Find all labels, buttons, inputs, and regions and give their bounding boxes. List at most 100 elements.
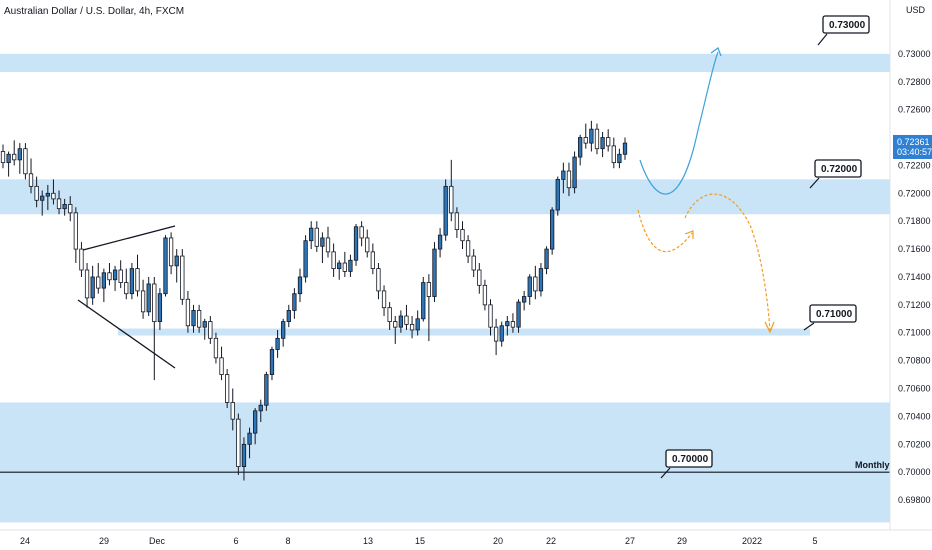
candle-down (140, 290, 146, 313)
candle-down (208, 321, 213, 339)
candle-up (505, 321, 510, 327)
price-tick-label: 0.71600 (898, 244, 931, 254)
candle-down (533, 276, 538, 292)
candle-up (622, 142, 628, 155)
monthly-label: Monthly (855, 460, 890, 470)
candle-down (68, 204, 73, 214)
projection-arrows (637, 47, 775, 334)
callout-label: 0.72000 (821, 164, 858, 175)
candle-down (180, 255, 185, 300)
price-tick-label: 0.70800 (898, 356, 931, 366)
current-price-label: 0.72361 (897, 137, 930, 147)
candle-down (23, 148, 28, 175)
candle-down (135, 268, 140, 292)
candle-up (499, 325, 504, 342)
callout-label: 0.70000 (672, 454, 709, 465)
candle-up (578, 137, 583, 158)
candle-down (426, 282, 432, 297)
orange-dip-arrowhead-icon (684, 230, 694, 239)
candle-down (314, 227, 319, 247)
candle-up (202, 321, 207, 328)
callout-pointer (817, 33, 828, 46)
callout-0.70000: 0.70000 (660, 449, 713, 479)
callout-label: 0.73000 (829, 20, 866, 31)
candle-up (281, 321, 286, 339)
candle-up (555, 178, 560, 211)
callout-box (665, 449, 713, 468)
candle-up (146, 283, 151, 313)
price-axis-ticks: 0.73000 0.72800 0.72600 0.72200 0.72000 0.718… (898, 49, 931, 505)
candle-up (432, 248, 437, 297)
candle-up (521, 296, 527, 303)
candle-up (303, 240, 308, 278)
candle-up (174, 255, 179, 267)
candle-up (264, 374, 269, 406)
candle-down (482, 284, 488, 306)
candle-down (606, 137, 611, 147)
time-tick-label: 29 (677, 536, 687, 546)
candle-down (219, 357, 224, 375)
candle-down (359, 226, 364, 239)
chart-title: Australian Dollar / U.S. Dollar, 4h, FXC… (4, 6, 184, 17)
time-tick-label: 24 (20, 536, 30, 546)
callout-box (822, 15, 870, 34)
callout-pointer (809, 177, 820, 189)
candle-up (320, 237, 325, 247)
candle-up (292, 293, 297, 311)
candle-up (191, 310, 196, 327)
candle-down (409, 323, 415, 331)
candle-down (510, 321, 516, 328)
candle-up (17, 148, 22, 161)
candle-up (62, 204, 67, 210)
candle-down (488, 304, 493, 328)
wedge-trendlines (77, 225, 176, 369)
price-axis[interactable] (890, 0, 932, 530)
candle-up (538, 268, 544, 292)
candle-down (611, 145, 616, 164)
wedge-upper-line (82, 225, 176, 251)
callout-0.71000: 0.71000 (803, 304, 857, 331)
candle-down (236, 418, 241, 467)
time-tick-label: 27 (625, 536, 635, 546)
candle-up (129, 268, 135, 295)
wedge-lower-line (77, 299, 176, 369)
price-tick-label: 0.71000 (898, 328, 931, 338)
candle-up (415, 318, 420, 331)
time-axis-ticks[interactable]: 24 29 Dec 6 8 13 15 20 22 27 29 2022 5 (20, 536, 818, 546)
candle-up (527, 276, 532, 297)
time-tick-label: 6 (233, 536, 238, 546)
candle-up (247, 432, 252, 445)
time-tick-label: 15 (415, 536, 425, 546)
candle-up (443, 185, 448, 236)
candle-up (112, 269, 118, 281)
candle-down (493, 326, 499, 342)
candle-up (348, 259, 353, 272)
candle-down (583, 137, 588, 144)
candle-down (118, 269, 123, 283)
candle-up (275, 337, 280, 350)
level-callouts: 0.73000 0.72000 0.71000 0.70000 (660, 15, 870, 479)
candle-down (213, 337, 219, 359)
candle-up (309, 227, 314, 242)
candle-down (107, 272, 112, 281)
candle-down (460, 229, 465, 242)
candle-down (454, 212, 460, 230)
candle-up (258, 404, 263, 412)
candle-up (253, 410, 258, 434)
candle-down (84, 269, 90, 299)
price-tag-box (893, 134, 932, 159)
candle-down (365, 237, 370, 253)
callout-box (814, 159, 862, 178)
candle-down (56, 198, 62, 210)
candle-up (101, 272, 107, 289)
bearish-arrowhead-icon (764, 321, 775, 334)
candle-up (600, 137, 605, 150)
candle-down (325, 237, 331, 253)
candle-up (617, 153, 622, 164)
candle-down (168, 237, 174, 267)
candle-down (471, 255, 476, 271)
candle-up (163, 237, 168, 295)
candle-up (516, 301, 521, 328)
